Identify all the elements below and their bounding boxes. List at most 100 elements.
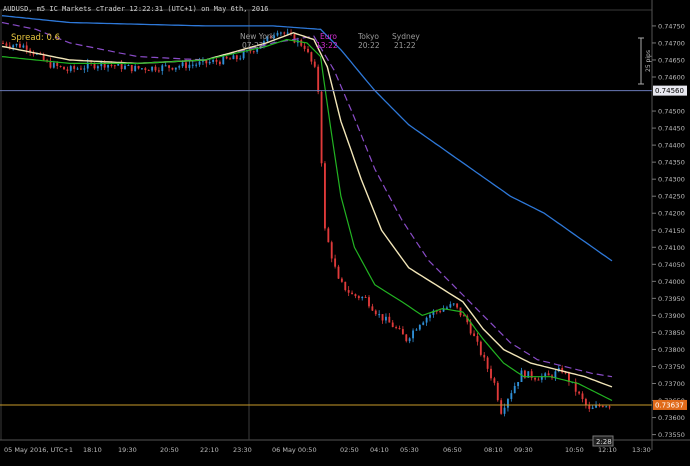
candle-body	[466, 316, 469, 323]
candle-body	[218, 61, 221, 65]
candle-body	[595, 405, 597, 408]
chart-title: AUDUSD, m5 IC Markets cTrader 12:22:31 (…	[3, 5, 269, 13]
candle-body	[222, 56, 225, 65]
candle-body	[479, 341, 482, 355]
ma-slow-line	[1, 15, 613, 262]
candle-body	[564, 372, 567, 374]
bar-countdown: 2:28	[596, 438, 612, 446]
candle-body	[239, 58, 242, 60]
candle-body	[198, 61, 201, 65]
time-tick-label: 09:30	[514, 446, 533, 454]
price-tick-label: 0.73900	[658, 312, 685, 320]
candle-body	[151, 66, 154, 71]
candle-body	[66, 69, 69, 71]
candle-body	[507, 399, 509, 408]
candle-body	[574, 381, 577, 392]
session-name-euro: Euro	[320, 32, 337, 41]
ma-fast-line	[1, 38, 613, 402]
candle-body	[117, 62, 120, 66]
candle-body	[418, 324, 421, 330]
time-tick-label: 04:10	[370, 446, 389, 454]
candle-body	[351, 292, 353, 295]
pips-scale-label: 25 pips	[645, 50, 652, 72]
session-time-new-york: 07:22	[242, 41, 264, 50]
candle-body	[178, 66, 181, 68]
candle-body	[266, 36, 269, 42]
candle-body	[195, 64, 198, 66]
candle-body	[405, 334, 408, 342]
candle-body	[605, 406, 608, 408]
price-tick-label: 0.74600	[658, 74, 685, 82]
horizontal-line-price-badge[interactable]	[653, 85, 687, 96]
candle-body	[310, 52, 313, 62]
time-tick-label: 05:30	[400, 446, 419, 454]
candle-body	[401, 329, 404, 335]
candle-body	[5, 43, 8, 46]
candle-body	[107, 64, 109, 68]
time-tick-label: 05 May 2016, UTC+1	[4, 446, 73, 454]
candle-body	[330, 242, 333, 259]
candle-body	[422, 322, 425, 325]
candle-body	[347, 290, 350, 293]
candle-body	[391, 322, 394, 328]
candle-body	[517, 381, 520, 386]
price-tick-label: 0.74200	[658, 210, 685, 218]
candle-body	[452, 303, 455, 305]
candle-body	[164, 65, 167, 67]
price-tick-label: 0.74050	[658, 261, 685, 269]
time-tick-label: 12:10	[598, 446, 617, 454]
candle-body	[374, 310, 377, 315]
candle-body	[256, 48, 259, 52]
candle-body	[83, 68, 86, 70]
price-axis[interactable]: 0.74750 0.74700 0.74650 0.74600 0.74500 0.744…	[652, 22, 685, 439]
candle-body	[286, 32, 289, 34]
candle-body	[8, 45, 11, 48]
candle-body	[137, 66, 140, 69]
candle-body	[381, 314, 384, 321]
candles-group	[2, 28, 611, 417]
time-tick-label: 19:30	[118, 446, 137, 454]
candle-body	[279, 32, 282, 34]
candle-body	[80, 68, 82, 70]
candle-body	[188, 64, 191, 68]
candle-body	[357, 296, 360, 299]
candle-body	[229, 58, 231, 60]
candle-body	[300, 40, 303, 46]
candle-body	[490, 368, 492, 379]
candle-body	[378, 314, 381, 316]
session-time-euro: 13:22	[316, 41, 338, 50]
candle-body	[510, 393, 513, 400]
candle-body	[530, 371, 533, 378]
time-axis[interactable]: 05 May 2016, UTC+1 18:10 19:30 20:50 22:10 23…	[4, 446, 651, 454]
price-tick-label: 0.73950	[658, 295, 685, 303]
candle-body	[388, 316, 391, 323]
candle-body	[473, 333, 475, 337]
candle-body	[456, 303, 459, 308]
candle-body	[476, 336, 479, 342]
candle-body	[147, 69, 150, 71]
candle-body	[591, 407, 594, 409]
candle-body	[317, 66, 320, 92]
candle-body	[601, 405, 604, 407]
candle-body	[22, 45, 25, 48]
candle-body	[429, 314, 431, 318]
candle-body	[598, 405, 601, 407]
candle-body	[561, 368, 564, 373]
candle-body	[361, 296, 364, 299]
candle-body	[568, 372, 570, 382]
candle-body	[154, 66, 157, 71]
price-tick-label: 0.74000	[658, 278, 685, 286]
candle-body	[293, 34, 296, 43]
candle-body	[242, 51, 245, 59]
candle-body	[469, 322, 472, 334]
price-tick-label: 0.74500	[658, 108, 685, 116]
candle-body	[415, 329, 418, 331]
candle-body	[69, 66, 72, 71]
candle-body	[59, 66, 62, 68]
candle-body	[73, 66, 76, 69]
candle-body	[93, 63, 96, 69]
candle-body	[42, 54, 45, 61]
price-tick-label: 0.74150	[658, 227, 685, 235]
